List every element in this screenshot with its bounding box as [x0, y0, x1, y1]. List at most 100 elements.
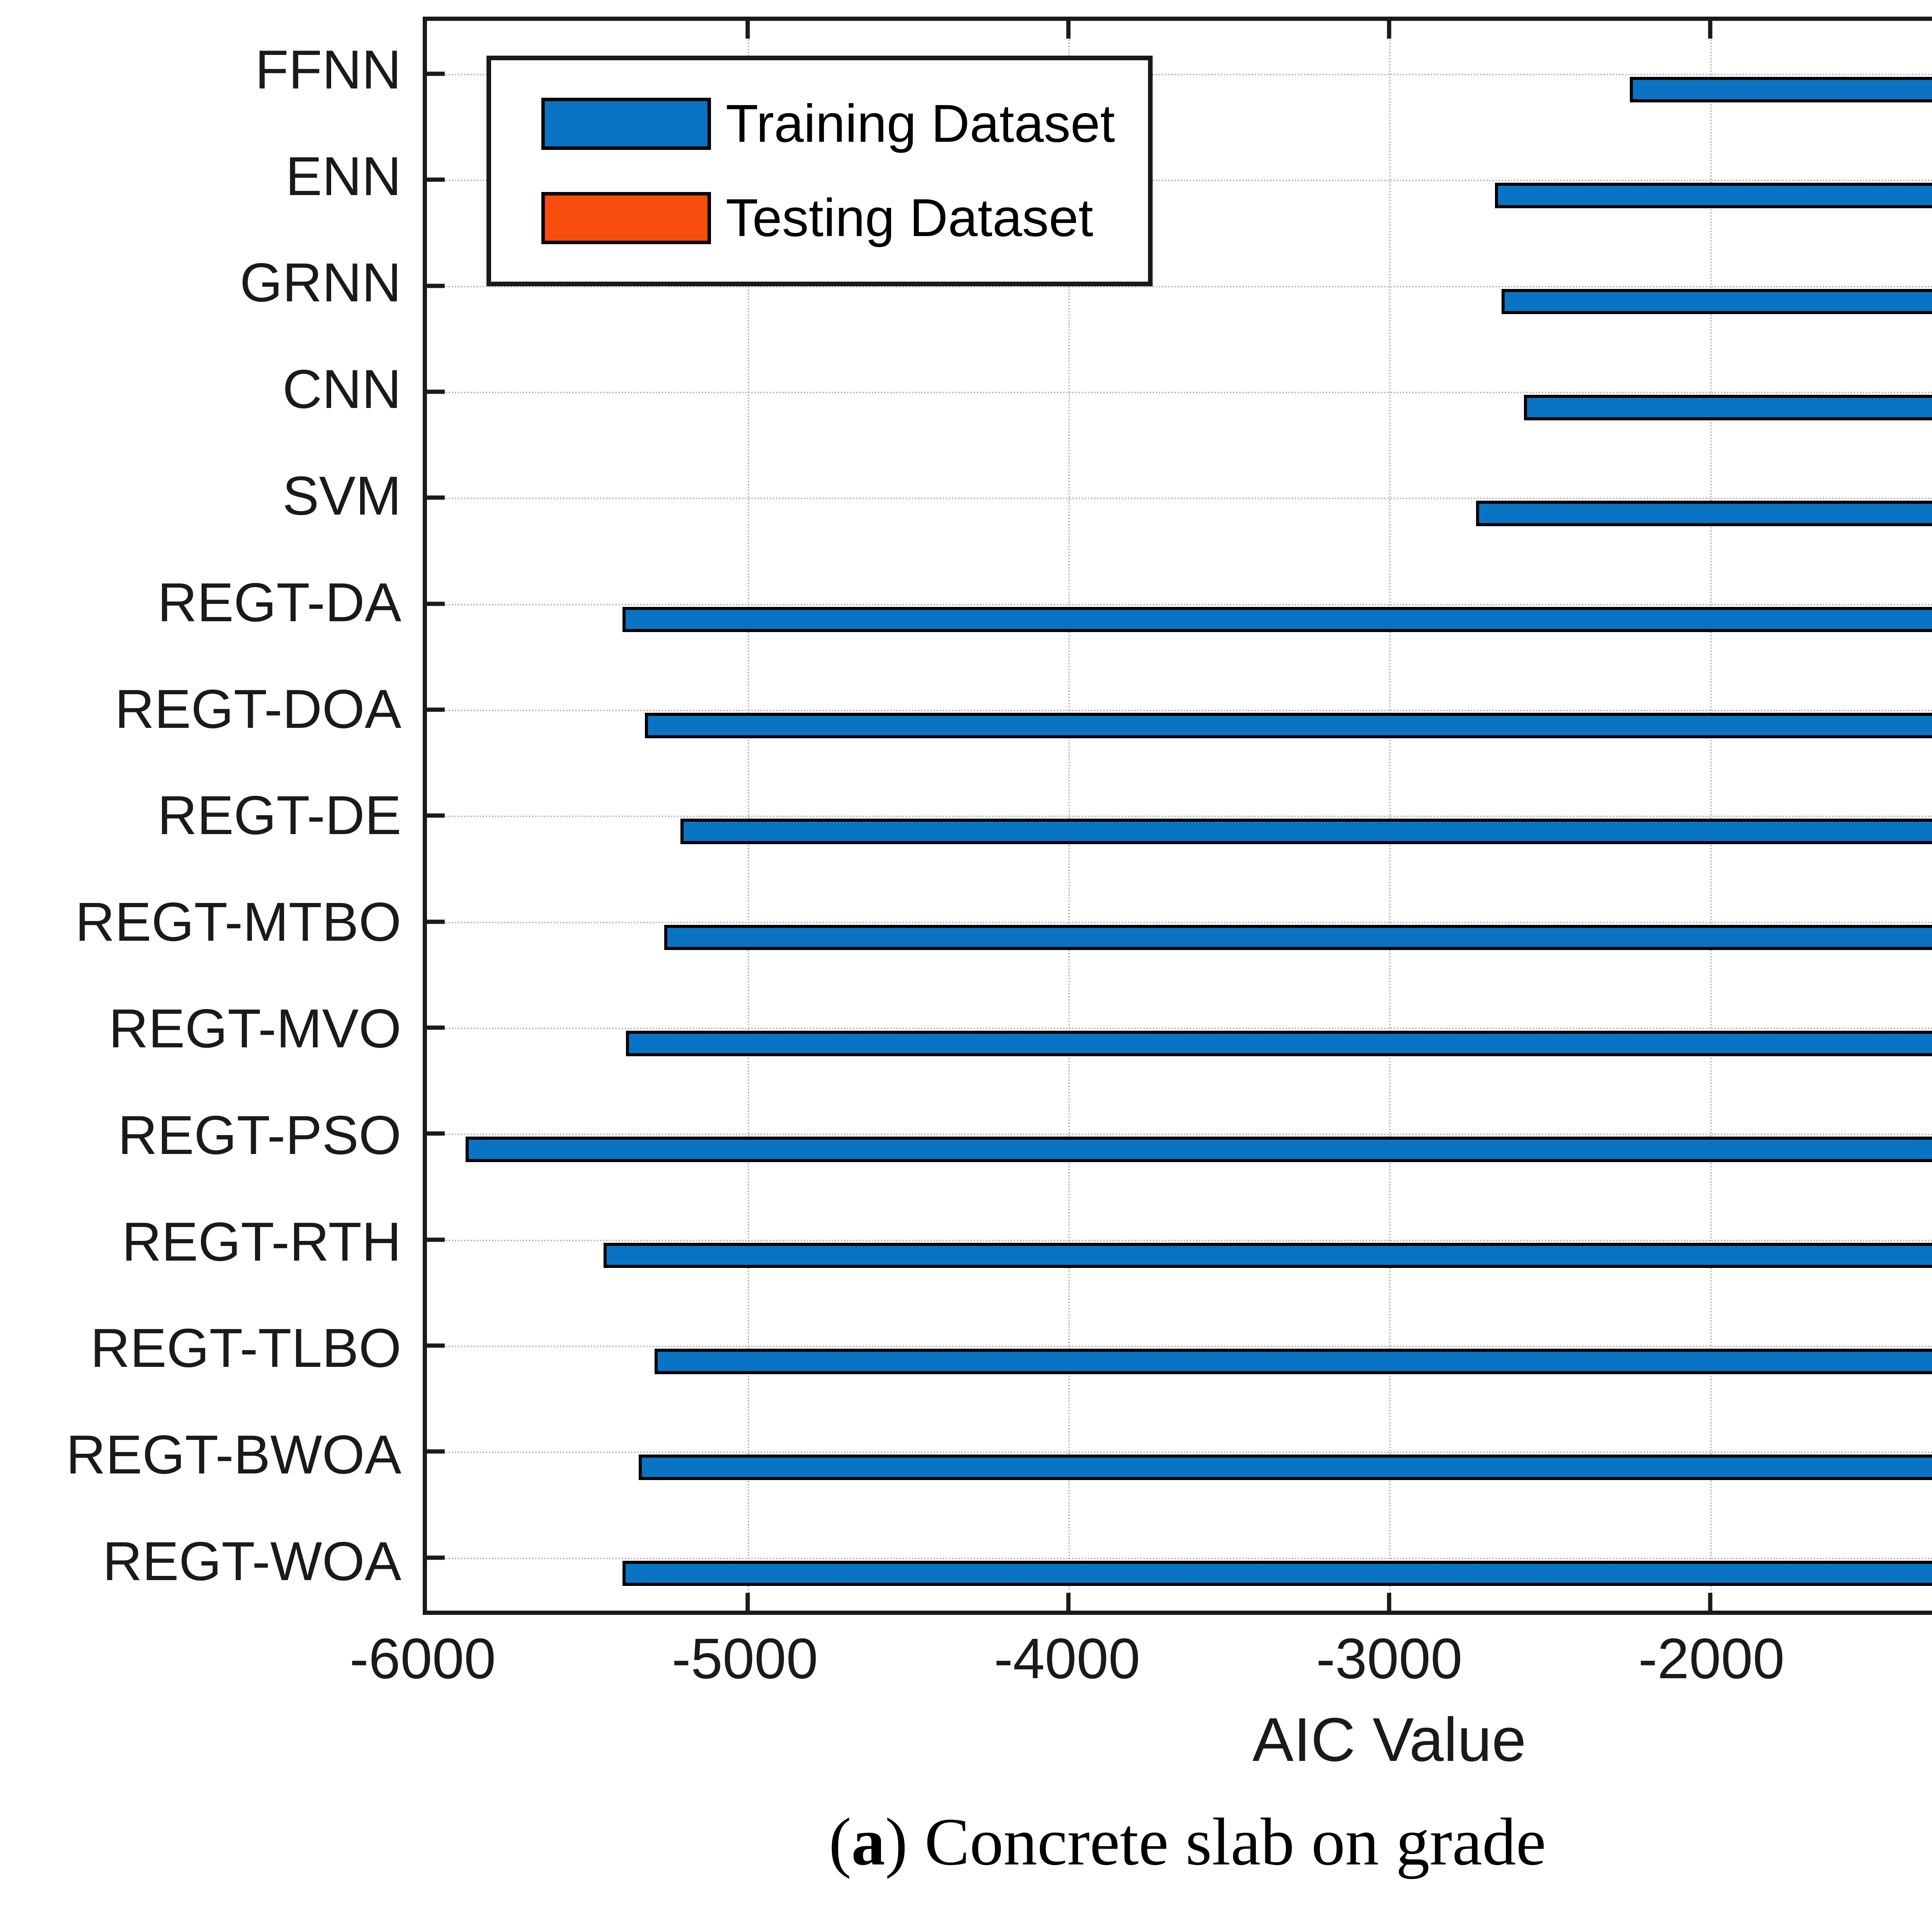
legend: Training Dataset Testing Dataset [486, 56, 1153, 287]
legend-item-testing-dataset: Testing Dataset [541, 187, 1148, 249]
bar-training-REGT-DE [680, 819, 1932, 844]
x-axis-tick-mark [745, 20, 750, 39]
legend-label-training-dataset: Training Dataset [726, 94, 1115, 154]
y-axis-label-GRNN: GRNN [240, 252, 401, 314]
chart-row-REGT-TLBO [427, 1293, 1932, 1399]
caption-paren-close: ) [885, 1804, 908, 1880]
x-axis-tick-mark [1387, 20, 1391, 39]
horizontal-gridline [427, 710, 1932, 712]
horizontal-gridline [427, 603, 1932, 605]
horizontal-gridline [427, 816, 1932, 817]
horizontal-gridline [427, 1028, 1932, 1029]
horizontal-gridline [427, 1557, 1932, 1559]
chart-row-SVM [427, 445, 1932, 551]
chart-row-REGT-DE [427, 763, 1932, 868]
legend-label-testing-dataset: Testing Dataset [726, 188, 1094, 248]
bar-training-REGT-DA [622, 607, 1932, 632]
y-axis-label-REGT-WOA: REGT-WOA [102, 1530, 401, 1592]
bar-training-FFNN [1630, 77, 1932, 102]
legend-swatch-training-dataset [541, 98, 711, 150]
bar-training-CNN [1524, 395, 1932, 420]
y-axis-tick-mark [427, 1555, 445, 1560]
y-axis-tick-mark [427, 71, 445, 76]
caption-letter: a [851, 1804, 885, 1880]
horizontal-gridline [427, 921, 1932, 923]
y-axis-tick-mark [427, 389, 445, 394]
bar-training-REGT-PSO [465, 1137, 1932, 1162]
y-axis-label-REGT-DA: REGT-DA [157, 571, 401, 633]
horizontal-gridline [427, 74, 1932, 76]
chart-row-REGT-RTH [427, 1187, 1932, 1293]
chart-row-CNN [427, 339, 1932, 445]
x-tick-label--3000: -3000 [1316, 1626, 1463, 1691]
bar-training-REGT-WOA [622, 1560, 1932, 1586]
chart-row-REGT-PSO [427, 1081, 1932, 1186]
y-axis-label-CNN: CNN [282, 359, 401, 420]
horizontal-gridline [427, 392, 1932, 394]
horizontal-gridline [427, 1239, 1932, 1241]
y-axis-tick-mark [427, 1343, 445, 1348]
y-axis-tick-mark [427, 177, 445, 182]
horizontal-gridline [427, 1133, 1932, 1135]
bar-training-SVM [1476, 501, 1932, 526]
y-axis-tick-mark [427, 602, 445, 606]
x-axis-tick-mark [1066, 20, 1071, 39]
y-axis-label-REGT-RTH: REGT-RTH [122, 1211, 401, 1273]
horizontal-gridline [427, 1345, 1932, 1347]
x-tick-label--5000: -5000 [672, 1626, 818, 1691]
chart-row-FFNN [427, 21, 1932, 127]
x-tick-label--6000: -6000 [349, 1626, 496, 1691]
legend-swatch-testing-dataset [541, 192, 711, 245]
horizontal-gridline [427, 1451, 1932, 1453]
y-axis-tick-mark [427, 813, 445, 818]
y-axis-tick-mark [427, 707, 445, 712]
y-axis-tick-mark [427, 284, 445, 288]
bar-training-REGT-MVO [626, 1030, 1932, 1056]
chart-row-REGT-DOA [427, 657, 1932, 763]
chart-row-REGT-BWOA [427, 1399, 1932, 1504]
chart-row-REGT-MVO [427, 975, 1932, 1081]
y-axis-tick-mark [427, 1131, 445, 1136]
bars-layer [427, 21, 1932, 1611]
bar-training-REGT-TLBO [655, 1348, 1932, 1374]
y-axis-label-ENN: ENN [285, 145, 401, 207]
horizontal-gridline [427, 285, 1932, 287]
bar-training-ENN [1495, 183, 1932, 208]
caption-text: Concrete slab on grade [924, 1804, 1546, 1880]
bar-training-REGT-RTH [603, 1242, 1932, 1268]
y-axis-tick-mark [427, 1237, 445, 1242]
chart-row-ENN [427, 127, 1932, 233]
chart-row-GRNN [427, 233, 1932, 339]
y-axis-label-SVM: SVM [282, 465, 401, 527]
y-axis-label-FFNN: FFNN [255, 39, 401, 100]
x-axis-title: AIC Value [1252, 1704, 1526, 1774]
y-axis-tick-mark [427, 1449, 445, 1454]
caption-paren-open: ( [828, 1804, 852, 1880]
x-axis-tick-mark [1387, 1592, 1391, 1611]
horizontal-gridline [427, 180, 1932, 182]
x-axis-tick-mark [1708, 1592, 1713, 1611]
y-axis-label-REGT-DOA: REGT-DOA [115, 678, 401, 740]
chart-row-REGT-DA [427, 551, 1932, 657]
y-axis-tick-mark [427, 919, 445, 924]
y-axis-tick-mark [427, 1025, 445, 1030]
x-tick-label--4000: -4000 [994, 1626, 1140, 1691]
x-axis-tick-mark [745, 1592, 750, 1611]
y-axis-label-REGT-PSO: REGT-PSO [117, 1104, 401, 1166]
bar-training-GRNN [1501, 289, 1932, 314]
plot-area: Training Dataset Testing Dataset [422, 16, 1932, 1615]
figure-caption: (a) Concrete slab on grade [0, 1803, 1932, 1881]
y-axis-label-REGT-MVO: REGT-MVO [109, 998, 401, 1059]
y-axis-label-REGT-BWOA: REGT-BWOA [66, 1424, 401, 1486]
y-axis-labels: FFNN ENN GRNN CNN SVM REGT-DA REGT-DOA REGT-DE R… [0, 17, 401, 1615]
x-axis-tick-mark [1066, 1592, 1071, 1611]
y-axis-label-REGT-TLBO: REGT-TLBO [90, 1317, 401, 1379]
x-axis-tick-mark [1708, 20, 1713, 39]
y-axis-label-REGT-DE: REGT-DE [157, 785, 401, 846]
x-axis-tick-labels: -6000-5000-4000-3000-2000-10000 [350, 1626, 1932, 1742]
chart-row-REGT-MTBO [427, 869, 1932, 975]
x-tick-label--2000: -2000 [1638, 1626, 1785, 1691]
bar-training-REGT-DOA [645, 712, 1932, 738]
bar-training-REGT-MTBO [664, 924, 1932, 950]
